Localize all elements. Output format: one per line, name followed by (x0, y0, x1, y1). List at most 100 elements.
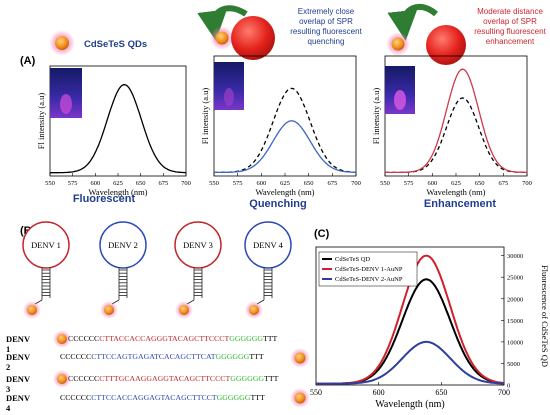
x-tick-label: 575 (68, 180, 78, 187)
gold-nanoparticle-icon (426, 25, 466, 65)
quench-text-4: quenching (308, 37, 345, 46)
qd-dot-icon (104, 305, 114, 315)
probe-label: DENV 4 (253, 240, 284, 250)
x-tick-label: 625 (451, 180, 461, 187)
quench-text-3: resulting fluorescent (290, 27, 362, 36)
probe-label: DENV 3 (183, 240, 213, 250)
caption-enhancement: Enhancement (424, 198, 496, 210)
vial-photo-1 (50, 68, 82, 118)
hairpin-loop (22, 221, 70, 269)
seq-core: CTTACCACCAGGGTACAGCTTCCCT (99, 334, 230, 343)
x-axis-label: Wavelength (nm) (426, 187, 485, 197)
qd-dot-icon (290, 388, 310, 408)
y-tick-label: 5000 (507, 361, 520, 368)
seq-suffix: GGGGGG (230, 374, 265, 383)
probe-label: DENV 1 (31, 240, 61, 250)
sequence-text: CCCCCCCTTTGCAAGGAGGTACAGCTTCCCTGGGGGGTTT (68, 374, 278, 383)
enhance-text-4: enhancement (486, 37, 535, 46)
quench-text-2: overlap of SPR (299, 17, 353, 26)
panel-c-label: (C) (314, 228, 330, 240)
seq-tail: TTT (249, 352, 264, 361)
y-tick-label: 25000 (507, 275, 523, 282)
sequence-label: DENV 1 (6, 334, 30, 354)
y-tick-label: 20000 (507, 296, 523, 303)
legend-entry: CdSeTeS QD (335, 256, 370, 263)
hairpin-loop (174, 221, 222, 269)
qd-dot-icon (53, 330, 71, 348)
chart-enhancement: 550 575 600 625 650 675 700 Wavelength (nm) Fl i… (371, 55, 532, 197)
x-tick-label: 625 (280, 180, 290, 187)
qd-dot-icon (53, 370, 71, 388)
chart-fluorescent: 550 575 600 625 650 675 700 Wavelength (nm) Fl i… (36, 65, 191, 197)
enhance-text-1: Moderate distance (477, 7, 543, 16)
qd-dot-icon (290, 348, 310, 368)
legend-entry: CdSeTeS-DENV 1-AuNP (335, 266, 403, 273)
x-tick-label: 650 (475, 180, 485, 187)
x-tick-label: 700 (522, 180, 532, 187)
x-tick-label: 675 (498, 180, 508, 187)
seq-suffix: GGGGGG (229, 334, 264, 343)
caption-fluorescent: Fluorescent (73, 193, 136, 205)
vial-photo-2 (214, 62, 244, 110)
x-tick-label: 550 (380, 180, 390, 187)
seq-prefix: CCCCCC (68, 334, 100, 343)
x-tick-label: 625 (113, 180, 123, 187)
seq-prefix: CCCCCC (60, 352, 92, 361)
x-tick-label: 650 (136, 180, 146, 187)
x-tick-label: 550 (310, 388, 322, 397)
seq-tail: TTT (264, 374, 279, 383)
arrow-icon (387, 3, 438, 41)
qd-dot-icon (179, 305, 189, 315)
y-tick-label: 30000 (507, 253, 523, 260)
x-tick-label: 600 (373, 388, 385, 397)
seq-prefix: CCCCCC (68, 374, 100, 383)
y-tick-label: 15000 (507, 318, 523, 325)
x-tick-label: 650 (435, 388, 447, 397)
sequence-text: CCCCCCCTTCCAGTGAGATCACAGCTTCATGGGGGGTTT (60, 352, 264, 361)
x-tick-label: 600 (256, 180, 266, 187)
seq-prefix: CCCCCC (60, 393, 92, 402)
qd-label: CdSeTeS QDs (84, 39, 147, 50)
enhance-illustration (386, 3, 466, 65)
quench-illustration (197, 5, 275, 60)
vial-photo-3 (385, 66, 415, 114)
series-line (214, 120, 356, 174)
y-tick-label: 10000 (507, 339, 523, 346)
hairpin-loop (99, 221, 147, 269)
seq-tail: TTT (263, 334, 278, 343)
x-tick-label: 700 (351, 180, 361, 187)
x-axis-label: Wavelength (nm) (375, 399, 444, 410)
series-line (385, 68, 527, 174)
x-tick-label: 700 (181, 180, 191, 187)
seq-suffix: GGGGGG (216, 393, 251, 402)
qd-dot-icon (27, 305, 37, 315)
x-tick-label: 600 (90, 180, 100, 187)
x-tick-label: 600 (427, 180, 437, 187)
gold-nanoparticle-icon (231, 16, 275, 60)
quench-text-1: Extremely close (298, 7, 355, 16)
legend-entry: CdSeTeS-DENV 2-AuNP (335, 276, 403, 283)
seq-tail: TTT (250, 393, 265, 402)
seq-core: CTTCCAGTGAGATCACAGCTTCAT (91, 352, 216, 361)
sequence-list: DENV 1 CCCCCCCTTACCACCAGGGTACAGCTTCCCTGG… (0, 327, 300, 413)
x-axis-label: Wavelength (nm) (88, 187, 147, 197)
plot-frame (315, 246, 505, 386)
x-tick-label: 550 (209, 180, 219, 187)
hairpin-probes: DENV 1 DENV 2 DENV 3 DENV 4 (22, 221, 292, 319)
qd-dot-icon (249, 305, 259, 315)
x-tick-label: 675 (158, 180, 168, 187)
seq-core: CTTCCACCAGGAGTACAGCTTCCT (91, 393, 217, 402)
sequence-qd-markers (53, 330, 71, 388)
series-line (50, 84, 186, 174)
x-tick-label: 700 (498, 388, 510, 397)
legend-box (318, 251, 418, 287)
y-axis-label: Fl intensity (a.u) (371, 88, 381, 145)
sequence-label: DENV 3 (6, 374, 30, 394)
arrow-icon (197, 5, 248, 41)
enhance-text-2: overlap of SPR (483, 17, 537, 26)
seq-suffix: GGGGGG (215, 352, 250, 361)
y-tick-label: 0 (507, 383, 510, 390)
sequence-label: DENV 2 (6, 352, 30, 372)
